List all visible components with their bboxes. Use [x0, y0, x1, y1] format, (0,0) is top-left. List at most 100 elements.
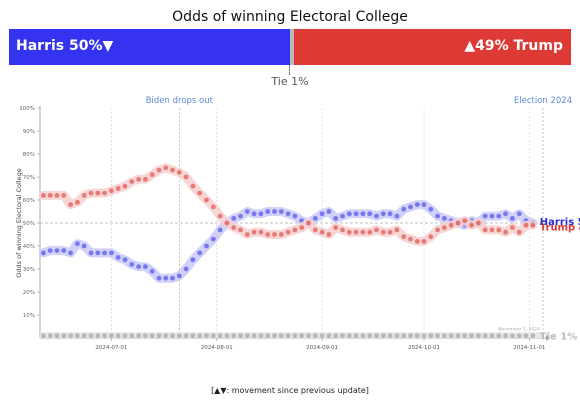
tie-point: [523, 333, 529, 339]
trump-point: [176, 170, 182, 175]
trump-point: [326, 232, 332, 237]
harris-bar: [9, 29, 290, 65]
footnote: [▲▼: movement since previous update]: [211, 386, 369, 395]
x-axis-arrow: [546, 335, 550, 341]
tie-point: [462, 333, 468, 339]
harris-point: [170, 275, 175, 281]
trump-point: [224, 220, 230, 226]
tie-point: [68, 333, 73, 339]
tie-point: [285, 333, 291, 339]
trump-point: [156, 167, 162, 173]
harris-odds-label: Harris 50%▼: [16, 38, 114, 54]
harris-point: [75, 241, 80, 247]
trump-point: [129, 179, 135, 184]
x-tick-label: 2024-09-01: [306, 345, 338, 351]
trump-point: [136, 176, 142, 182]
y-tick-label: 70%: [23, 175, 35, 181]
tie-point: [489, 333, 495, 339]
trump-point: [244, 232, 250, 237]
trump-point: [122, 183, 128, 189]
trump-point: [61, 193, 67, 198]
harris-point: [496, 213, 502, 219]
tie-point: [448, 333, 454, 339]
tie-point: [244, 333, 250, 339]
trump-point: [109, 188, 114, 194]
harris-point: [285, 211, 291, 217]
trump-point: [387, 229, 393, 235]
trump-point: [238, 227, 243, 233]
harris-point: [503, 211, 508, 217]
tie-point: [41, 333, 46, 339]
harris-point: [102, 250, 107, 256]
tie-point: [455, 333, 461, 339]
trump-point: [523, 222, 529, 228]
harris-point: [367, 211, 373, 217]
harris-point: [326, 209, 332, 214]
harris-point: [510, 216, 515, 221]
tie-point: [360, 333, 366, 339]
trump-point: [278, 232, 284, 237]
tie-point: [435, 333, 440, 339]
harris-point: [435, 213, 440, 219]
tie-point: [353, 333, 359, 339]
tie-point: [81, 333, 87, 339]
trump-point: [469, 222, 474, 228]
trump-point: [435, 227, 440, 233]
tie-point: [183, 333, 189, 339]
harris-point: [41, 250, 46, 256]
tie-point: [115, 333, 121, 339]
harris-point: [516, 211, 522, 217]
trump-point: [204, 197, 209, 203]
harris-point: [387, 211, 393, 217]
tie-point: [428, 333, 434, 339]
harris-point: [183, 266, 189, 272]
tie-point: [143, 333, 148, 339]
harris-point: [109, 250, 114, 256]
tie-point: [387, 333, 393, 339]
trump-point: [102, 190, 107, 196]
trump-point: [367, 229, 373, 235]
tie-point: [47, 333, 53, 339]
trump-point: [516, 229, 522, 235]
trump-point: [421, 239, 427, 244]
tie-marker: [289, 65, 290, 75]
tie-point: [231, 333, 237, 339]
tie-end-label: Tie 1%: [540, 332, 578, 343]
tie-point: [442, 333, 447, 339]
trump-point: [319, 229, 325, 235]
tie-point: [408, 333, 413, 339]
trump-point: [75, 199, 80, 205]
harris-point: [95, 250, 101, 256]
y-axis-label: Odds of winning Electoral College: [15, 168, 23, 277]
harris-point: [143, 264, 148, 270]
tie-bar: [290, 29, 294, 65]
trump-point: [489, 227, 495, 233]
y-tick-label: 10%: [23, 313, 35, 319]
trump-point: [394, 227, 400, 233]
y-tick-label: 100%: [19, 106, 35, 112]
trump-point: [503, 229, 508, 235]
tie-point: [299, 333, 305, 339]
harris-point: [380, 211, 386, 217]
tie-point: [346, 333, 352, 339]
tie-point: [190, 333, 196, 339]
trump-point: [272, 232, 277, 237]
harris-point: [88, 250, 94, 256]
event-label: Biden drops out: [146, 96, 214, 106]
x-tick-label: 2024-11-01: [513, 345, 545, 351]
harris-point: [176, 273, 182, 279]
x-tick-label: 2024-07-01: [95, 345, 127, 351]
trump-point: [408, 236, 413, 242]
tie-point: [421, 333, 427, 339]
trump-point: [95, 190, 101, 196]
tie-point: [340, 333, 345, 339]
harris-point: [197, 250, 203, 256]
tie-point: [258, 333, 264, 339]
tie-point: [516, 333, 522, 339]
harris-point: [68, 250, 73, 256]
tie-point: [272, 333, 277, 339]
tie-odds-label: Tie 1%: [271, 75, 309, 88]
tie-point: [319, 333, 325, 339]
trump-point: [462, 218, 468, 224]
harris-point: [258, 211, 264, 217]
